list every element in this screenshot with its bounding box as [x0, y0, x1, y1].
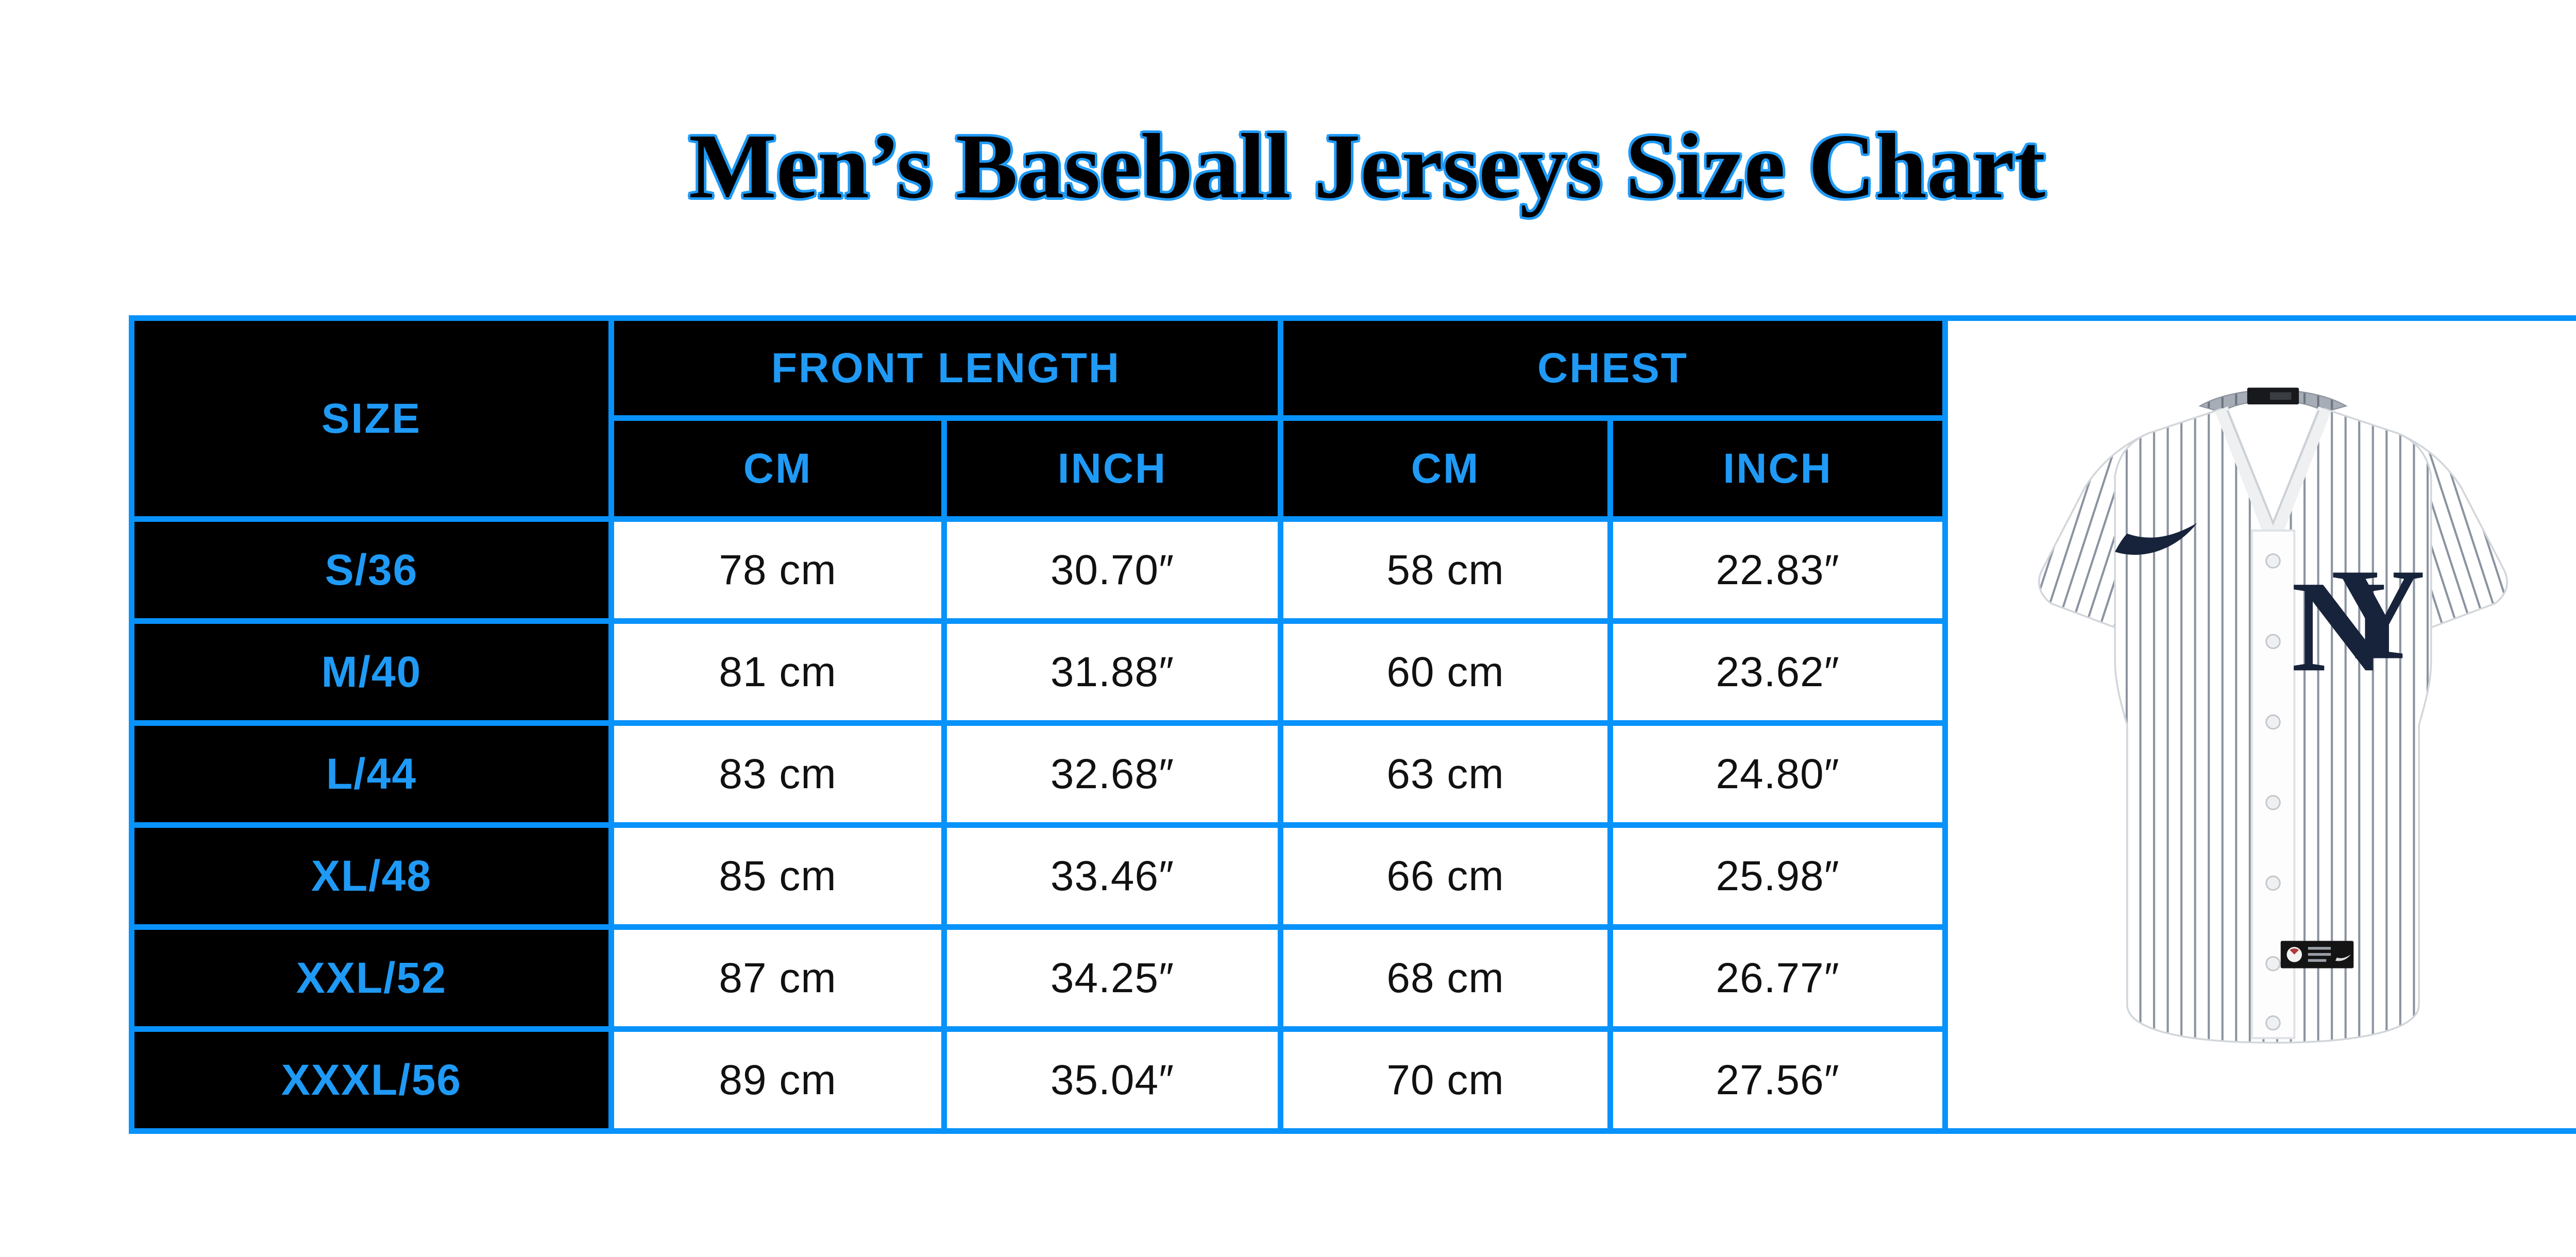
value-cell: 78 cm [608, 516, 947, 624]
col-subheader-front-inch: INCH [941, 415, 1283, 522]
jersey-button [2265, 553, 2281, 569]
value-cell: 27.56″ [1607, 1026, 1948, 1134]
col-header-size: SIZE [129, 315, 614, 522]
col-subheader-chest-inch: INCH [1607, 415, 1948, 522]
value-cell: 31.88″ [941, 618, 1283, 726]
col-subheader-front-cm: CM [608, 415, 947, 522]
value-cell: 87 cm [608, 924, 947, 1032]
col-header-front-length: FRONT LENGTH [608, 315, 1283, 421]
value-cell: 81 cm [608, 618, 947, 726]
value-cell: 58 cm [1278, 516, 1613, 624]
ny-logo: N Y [2291, 541, 2425, 699]
size-label-cell: S/36 [129, 516, 614, 624]
value-cell: 66 cm [1278, 822, 1613, 930]
value-cell: 22.83″ [1607, 516, 1948, 624]
value-cell: 70 cm [1278, 1026, 1613, 1134]
size-label-cell: L/44 [129, 720, 614, 828]
value-cell: 26.77″ [1607, 924, 1948, 1032]
value-cell: 33.46″ [941, 822, 1283, 930]
value-cell: 83 cm [608, 720, 947, 828]
value-cell: 63 cm [1278, 720, 1613, 828]
svg-text:Y: Y [2331, 541, 2425, 686]
nike-swoosh-icon [2115, 522, 2197, 555]
jersey-button [2265, 794, 2281, 810]
value-cell: 25.98″ [1607, 822, 1948, 930]
col-header-chest: CHEST [1277, 315, 1948, 421]
jersey-button [2265, 875, 2281, 891]
value-cell: 60 cm [1278, 618, 1613, 726]
value-cell: 23.62″ [1607, 618, 1948, 726]
value-cell: 30.70″ [941, 516, 1283, 624]
jersey-image: N Y [2038, 387, 2509, 1044]
svg-text:N: N [2291, 554, 2385, 699]
size-chart-container: SIZE FRONT LENGTH CHEST [129, 315, 2576, 1134]
size-label-cell: XL/48 [129, 822, 614, 930]
table-row: S/36 78 cm 30.70″ 58 cm 22.83″ [129, 516, 2576, 624]
jock-tag [2280, 940, 2354, 968]
size-label-cell: XXXL/56 [129, 1026, 614, 1134]
size-label-cell: M/40 [129, 618, 614, 726]
table-row: L/44 83 cm 32.68″ 63 cm 24.80″ [129, 720, 2576, 828]
col-subheader-chest-cm: CM [1278, 415, 1613, 522]
jersey-panel: N Y [1942, 315, 2576, 1134]
value-cell: 89 cm [608, 1026, 947, 1134]
table-row: XL/48 85 cm 33.46″ 66 cm 25.98″ [129, 822, 2576, 930]
value-cell: 34.25″ [941, 924, 1283, 1032]
value-cell: 68 cm [1278, 924, 1613, 1032]
jersey-button [2265, 633, 2281, 649]
table-row: XXXL/56 89 cm 35.04″ 70 cm 27.56″ [129, 1026, 2576, 1134]
jersey-button [2265, 956, 2281, 971]
size-label-cell: XXL/52 [129, 924, 614, 1032]
value-cell: 35.04″ [941, 1026, 1283, 1134]
value-cell: 85 cm [608, 822, 947, 930]
table-row: M/40 81 cm 31.88″ 60 cm 23.62″ [129, 618, 2576, 726]
value-cell: 32.68″ [941, 720, 1283, 828]
value-cell: 24.80″ [1607, 720, 1948, 828]
jersey-button [2265, 1015, 2281, 1030]
table-row: XXL/52 87 cm 34.25″ 68 cm 26.77″ [129, 924, 2576, 1032]
size-chart-table: SIZE FRONT LENGTH CHEST [129, 315, 2576, 1134]
page-title: Men’s Baseball Jerseys Size Chart [688, 114, 2046, 218]
jersey-button [2265, 714, 2281, 729]
